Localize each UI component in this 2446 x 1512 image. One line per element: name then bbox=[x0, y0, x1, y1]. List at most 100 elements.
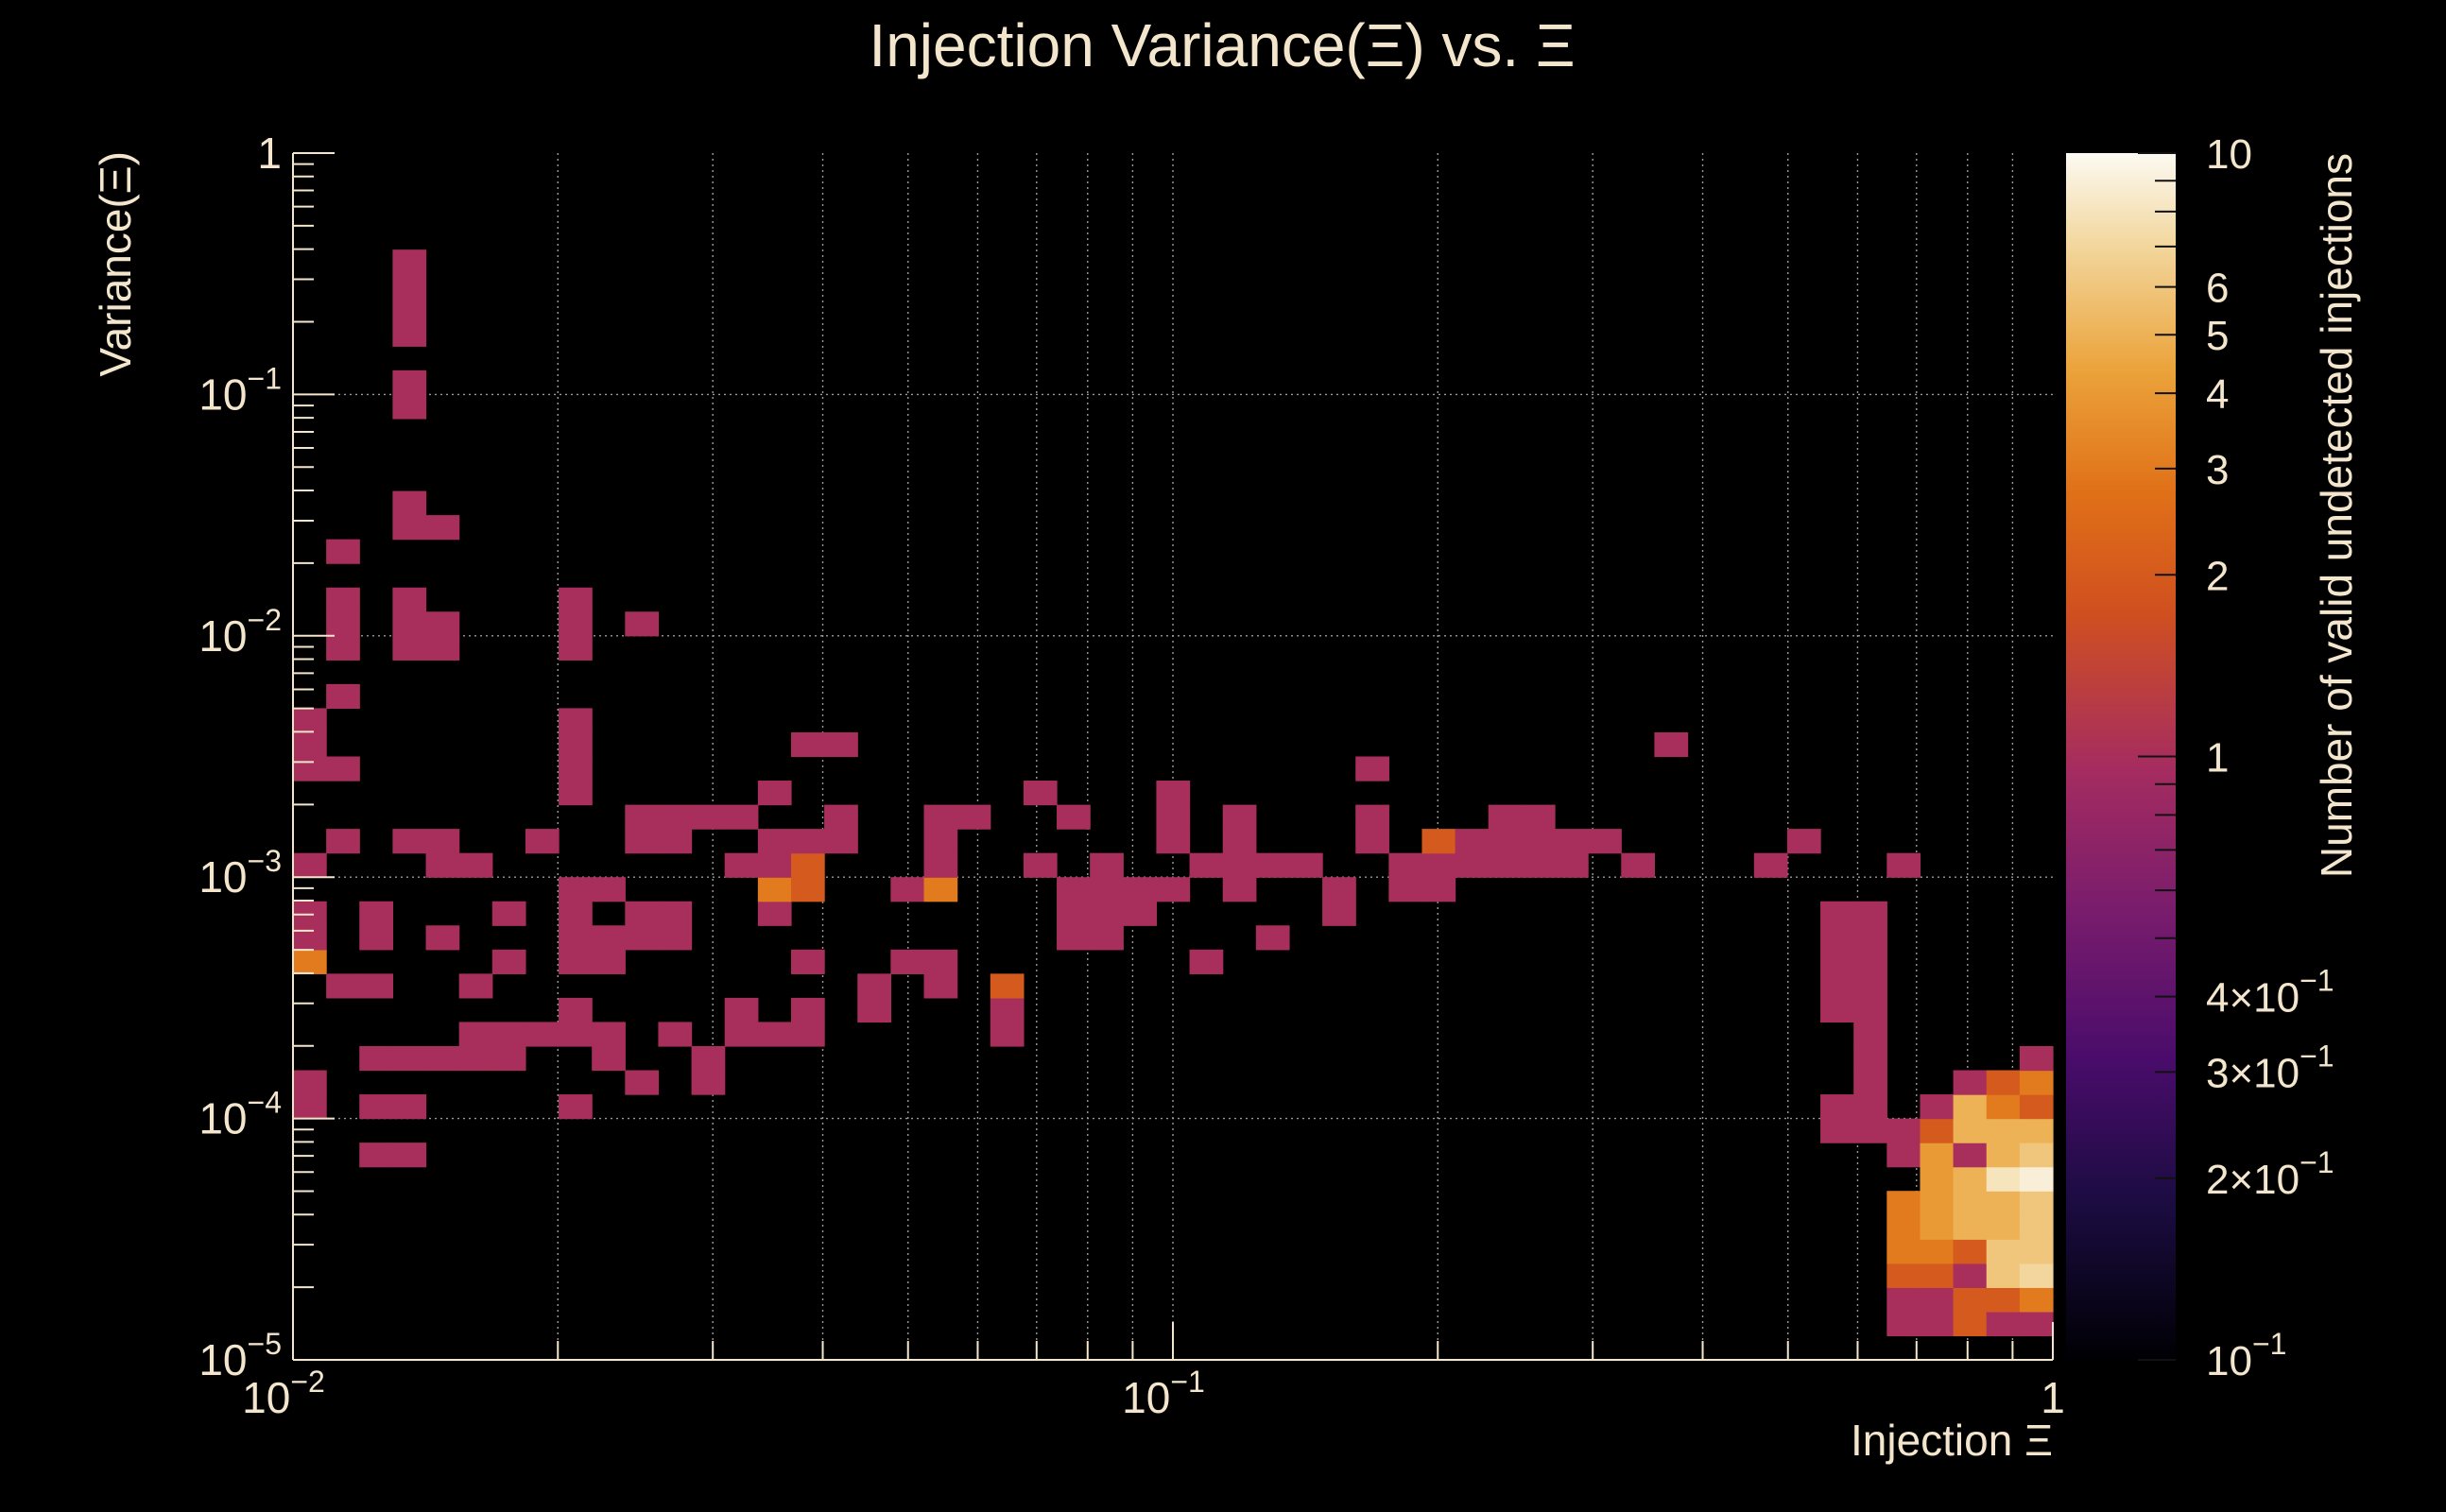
heatmap-cell bbox=[592, 877, 626, 902]
heatmap-cell bbox=[359, 925, 393, 951]
heatmap-cell bbox=[326, 683, 360, 710]
heatmap-cell bbox=[658, 925, 693, 951]
heatmap-cell bbox=[890, 949, 925, 974]
heatmap-cell bbox=[1986, 1118, 2021, 1143]
heatmap-cell bbox=[559, 611, 593, 637]
heatmap-cell bbox=[1255, 852, 1290, 878]
colorbar-tick-label: 1 bbox=[2206, 735, 2229, 782]
heatmap-cell bbox=[425, 515, 460, 541]
heatmap-cell bbox=[1521, 804, 1556, 830]
heatmap-cell bbox=[1886, 1263, 1921, 1288]
heatmap-cell bbox=[1090, 852, 1124, 878]
heatmap-cell bbox=[392, 298, 427, 323]
heatmap-cell bbox=[1820, 925, 1854, 951]
heatmap-cell bbox=[790, 1022, 825, 1047]
heatmap-cell bbox=[1853, 1045, 1887, 1072]
heatmap-cell bbox=[392, 249, 427, 275]
heatmap-cell bbox=[1953, 1239, 1988, 1264]
heatmap-cell bbox=[1920, 1239, 1955, 1264]
heatmap-cell bbox=[658, 804, 693, 830]
heatmap-cell bbox=[293, 852, 327, 878]
heatmap-cell bbox=[1920, 1118, 1955, 1143]
heatmap-cell bbox=[491, 1022, 526, 1047]
heatmap-cell bbox=[1090, 925, 1124, 951]
heatmap-cell bbox=[1953, 1311, 1988, 1337]
heatmap-cell bbox=[2019, 1239, 2054, 1264]
heatmap-cell bbox=[990, 997, 1025, 1023]
plot-background bbox=[293, 153, 2053, 1360]
heatmap-cell bbox=[1853, 973, 1887, 999]
heatmap-cell bbox=[392, 1045, 427, 1072]
heatmap-cell bbox=[1820, 1118, 1854, 1143]
heatmap-cell bbox=[559, 635, 593, 661]
heatmap-cell bbox=[2019, 1191, 2054, 1216]
heatmap-cell bbox=[1953, 1287, 1988, 1313]
heatmap-cell bbox=[1786, 829, 1821, 854]
heatmap-cell bbox=[559, 781, 593, 806]
heatmap-cell bbox=[1886, 852, 1921, 878]
heatmap-cell bbox=[625, 901, 660, 926]
heatmap-cell bbox=[1986, 1191, 2021, 1216]
heatmap-cell bbox=[559, 587, 593, 612]
heatmap-cell bbox=[1853, 1022, 1887, 1047]
heatmap-cell bbox=[392, 611, 427, 637]
heatmap-cell bbox=[1156, 877, 1191, 902]
heatmap-cell bbox=[592, 1045, 626, 1072]
heatmap-cell bbox=[326, 539, 360, 564]
heatmap-cell bbox=[990, 1022, 1025, 1047]
colorbar-tick-label: 10−1 bbox=[2206, 1327, 2286, 1384]
heatmap-cell bbox=[1953, 1191, 1988, 1216]
colorbar-tick-label: 4 bbox=[2206, 371, 2229, 418]
heatmap-cell bbox=[392, 490, 427, 516]
heatmap-cell bbox=[592, 925, 626, 951]
heatmap-cell bbox=[392, 587, 427, 612]
heatmap-cell bbox=[1455, 829, 1490, 854]
heatmap-cell bbox=[525, 1022, 560, 1047]
heatmap-cell bbox=[592, 1022, 626, 1047]
colorbar-tick-label: 5 bbox=[2206, 313, 2229, 359]
heatmap-cell bbox=[790, 852, 825, 878]
heatmap-cell bbox=[2019, 1263, 2054, 1288]
heatmap-cell bbox=[326, 973, 360, 999]
heatmap-cell bbox=[1753, 852, 1788, 878]
heatmap-cell bbox=[1222, 829, 1257, 854]
heatmap-cell bbox=[559, 1022, 593, 1047]
heatmap-cell bbox=[2019, 1287, 2054, 1313]
heatmap-cell bbox=[757, 852, 792, 878]
heatmap-cell bbox=[425, 852, 460, 878]
heatmap-cell bbox=[392, 273, 427, 299]
heatmap-cell bbox=[625, 925, 660, 951]
heatmap-cell bbox=[559, 756, 593, 782]
heatmap-cell bbox=[790, 829, 825, 854]
colorbar-label: Number of valid undetected injections bbox=[2312, 153, 2361, 878]
heatmap-cell bbox=[1820, 1094, 1854, 1120]
heatmap-cell bbox=[1488, 804, 1523, 830]
heatmap-cell bbox=[1023, 781, 1058, 806]
heatmap-cell bbox=[1853, 997, 1887, 1023]
heatmap-cell bbox=[326, 829, 360, 854]
heatmap-cell bbox=[392, 635, 427, 661]
heatmap-cell bbox=[1820, 973, 1854, 999]
heatmap-cell bbox=[2019, 1214, 2054, 1240]
heatmap-cell bbox=[1388, 877, 1423, 902]
heatmap-cell bbox=[1090, 901, 1124, 926]
heatmap-cell bbox=[1421, 852, 1456, 878]
heatmap-cell bbox=[1355, 804, 1389, 830]
heatmap-cell bbox=[757, 901, 792, 926]
heatmap-cell bbox=[724, 852, 759, 878]
heatmap-cell bbox=[293, 949, 327, 974]
heatmap-cell bbox=[326, 756, 360, 782]
heatmap-cell bbox=[857, 973, 891, 999]
heatmap-cell bbox=[392, 1143, 427, 1168]
heatmap-cell bbox=[1421, 829, 1456, 854]
heatmap-cell bbox=[658, 901, 693, 926]
heatmap-cell bbox=[923, 804, 958, 830]
heatmap-cell bbox=[392, 1094, 427, 1120]
colorbar-tick-label: 2×10−1 bbox=[2206, 1145, 2334, 1203]
heatmap-cell bbox=[1920, 1191, 1955, 1216]
heatmap-cell bbox=[359, 1094, 393, 1120]
y-tick-label: 10−4 bbox=[198, 1086, 282, 1143]
heatmap-cell bbox=[824, 731, 858, 758]
heatmap-cell bbox=[790, 997, 825, 1023]
heatmap-cell bbox=[757, 829, 792, 854]
